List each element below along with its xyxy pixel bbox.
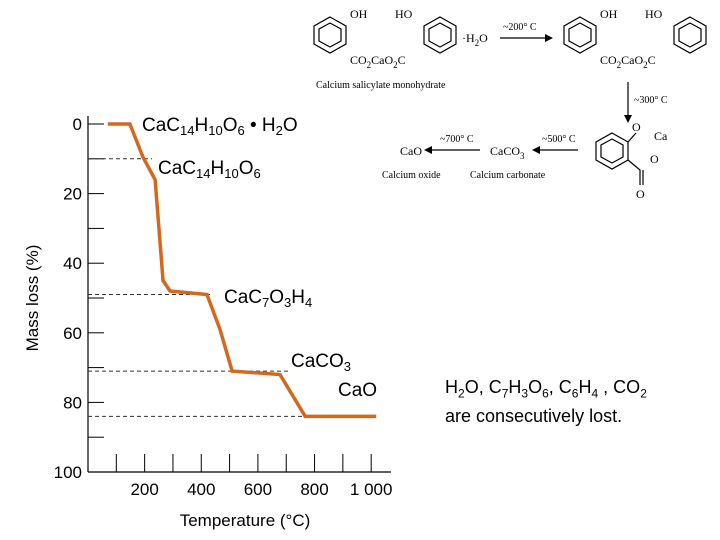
carbonate: CaCO3 xyxy=(490,144,525,161)
text-part: CaCO xyxy=(291,351,344,372)
subscript: 2 xyxy=(458,386,465,401)
x-tick-label: 200 xyxy=(130,480,158,499)
subscript: 4 xyxy=(591,386,599,401)
subscript: 14 xyxy=(180,123,194,138)
ring-ca: Ca xyxy=(654,129,668,143)
text-part: • H xyxy=(245,115,276,136)
subscript: 6 xyxy=(571,386,579,401)
y-axis-title: Mass loss (%) xyxy=(23,245,42,352)
subscript: 4 xyxy=(305,295,312,310)
text-part: C xyxy=(398,53,406,67)
ho: HO xyxy=(645,7,663,21)
curve-annotation: CaC7O3H4 xyxy=(224,287,312,310)
text-part: CaO xyxy=(338,380,377,401)
text-part: H xyxy=(578,377,592,397)
subscript: 2 xyxy=(393,60,398,70)
text-part: , CO xyxy=(598,377,641,397)
subscript: 2 xyxy=(475,38,480,48)
ring-o: O xyxy=(636,187,645,201)
text-part: CaC xyxy=(158,158,196,179)
ho: HO xyxy=(395,7,413,21)
text-part: O, C xyxy=(464,377,502,397)
subscript: 2 xyxy=(276,123,283,138)
subscript: 2 xyxy=(643,60,648,70)
text-part: H xyxy=(445,377,458,397)
text-part: CO xyxy=(350,53,367,67)
text-part: H xyxy=(194,115,208,136)
compound-name: Calcium carbonate xyxy=(470,170,546,181)
subscript: 3 xyxy=(521,386,529,401)
x-tick-label: 800 xyxy=(300,480,328,499)
oxide: CaO xyxy=(400,144,422,158)
text-part: CaC xyxy=(224,287,262,308)
step-label: ~700° C xyxy=(440,134,474,145)
oh: OH xyxy=(350,7,368,21)
water: ·H2O xyxy=(462,31,488,48)
salt-formula: CO2CaO2C xyxy=(600,53,656,70)
subscript: 7 xyxy=(501,386,509,401)
text-part: O xyxy=(283,115,298,136)
subscript: 6 xyxy=(542,386,549,401)
curve-annotation: CaC14H10O6 xyxy=(158,158,261,181)
text-part: H xyxy=(291,287,305,308)
y-tick-label: 100 xyxy=(54,463,82,482)
data-line xyxy=(107,122,377,419)
subscript: 6 xyxy=(237,123,244,138)
subscript: 10 xyxy=(224,166,238,181)
curve-annotation: CaCO3 xyxy=(291,351,351,374)
text-part: CaO xyxy=(371,53,393,67)
subscript: 3 xyxy=(344,359,351,374)
text-part: C xyxy=(648,53,656,67)
text-part: CaO xyxy=(621,53,643,67)
salt-formula: CO2CaO2C xyxy=(350,53,406,70)
curve-annotation: CaO xyxy=(338,380,377,401)
note: H2O, C7H3O6, C6H4 , CO2 are consecutivel… xyxy=(445,376,665,427)
compound-name: Calcium oxide xyxy=(382,170,441,181)
x-tick-label: 600 xyxy=(244,480,272,499)
curve-annotation: CaC14H10O6 • H2O xyxy=(142,115,298,138)
y-tick-label: 60 xyxy=(63,324,82,343)
x-tick-label: 1 000 xyxy=(350,480,393,499)
text-part: ·H xyxy=(462,31,475,45)
y-tick-label: 80 xyxy=(63,393,82,412)
y-tick-label: 0 xyxy=(73,115,82,134)
step-label: ~300° C xyxy=(634,95,668,106)
text-part: CaC xyxy=(142,115,180,136)
arrow-heads xyxy=(424,34,632,154)
subscript: 7 xyxy=(262,295,269,310)
oh: OH xyxy=(600,7,618,21)
y-tick-label: 40 xyxy=(63,254,82,273)
text-part: O xyxy=(479,31,488,45)
text-part: O xyxy=(223,115,238,136)
text-part: , C xyxy=(548,377,572,397)
x-axis-title: Temperature (°C) xyxy=(180,511,311,530)
subscript: 14 xyxy=(196,166,210,181)
text-part: CO xyxy=(600,53,617,67)
subscript: 6 xyxy=(253,166,260,181)
step-label: ~200° C xyxy=(503,22,537,33)
subscript: 2 xyxy=(367,60,372,70)
ring-o: O xyxy=(632,120,641,134)
subscript: 3 xyxy=(284,295,291,310)
scheme-drawing xyxy=(313,16,707,185)
subscript: 10 xyxy=(208,123,222,138)
x-tick-label: 400 xyxy=(187,480,215,499)
text-part: H xyxy=(508,377,522,397)
compound-name: Calcium salicylate monohydrate xyxy=(316,80,446,91)
step-label: ~500° C xyxy=(542,134,576,145)
text-part: O xyxy=(528,377,543,397)
text-part: CaCO xyxy=(490,144,520,158)
y-tick-label: 20 xyxy=(63,185,82,204)
text-part: O xyxy=(269,287,284,308)
text-part: H xyxy=(210,158,224,179)
ring-o: O xyxy=(650,152,659,166)
text-part: are consecutively lost. xyxy=(445,405,623,426)
subscript: 2 xyxy=(640,386,647,401)
text-part: O xyxy=(239,158,254,179)
subscript: 2 xyxy=(617,60,622,70)
subscript: 3 xyxy=(520,151,525,161)
